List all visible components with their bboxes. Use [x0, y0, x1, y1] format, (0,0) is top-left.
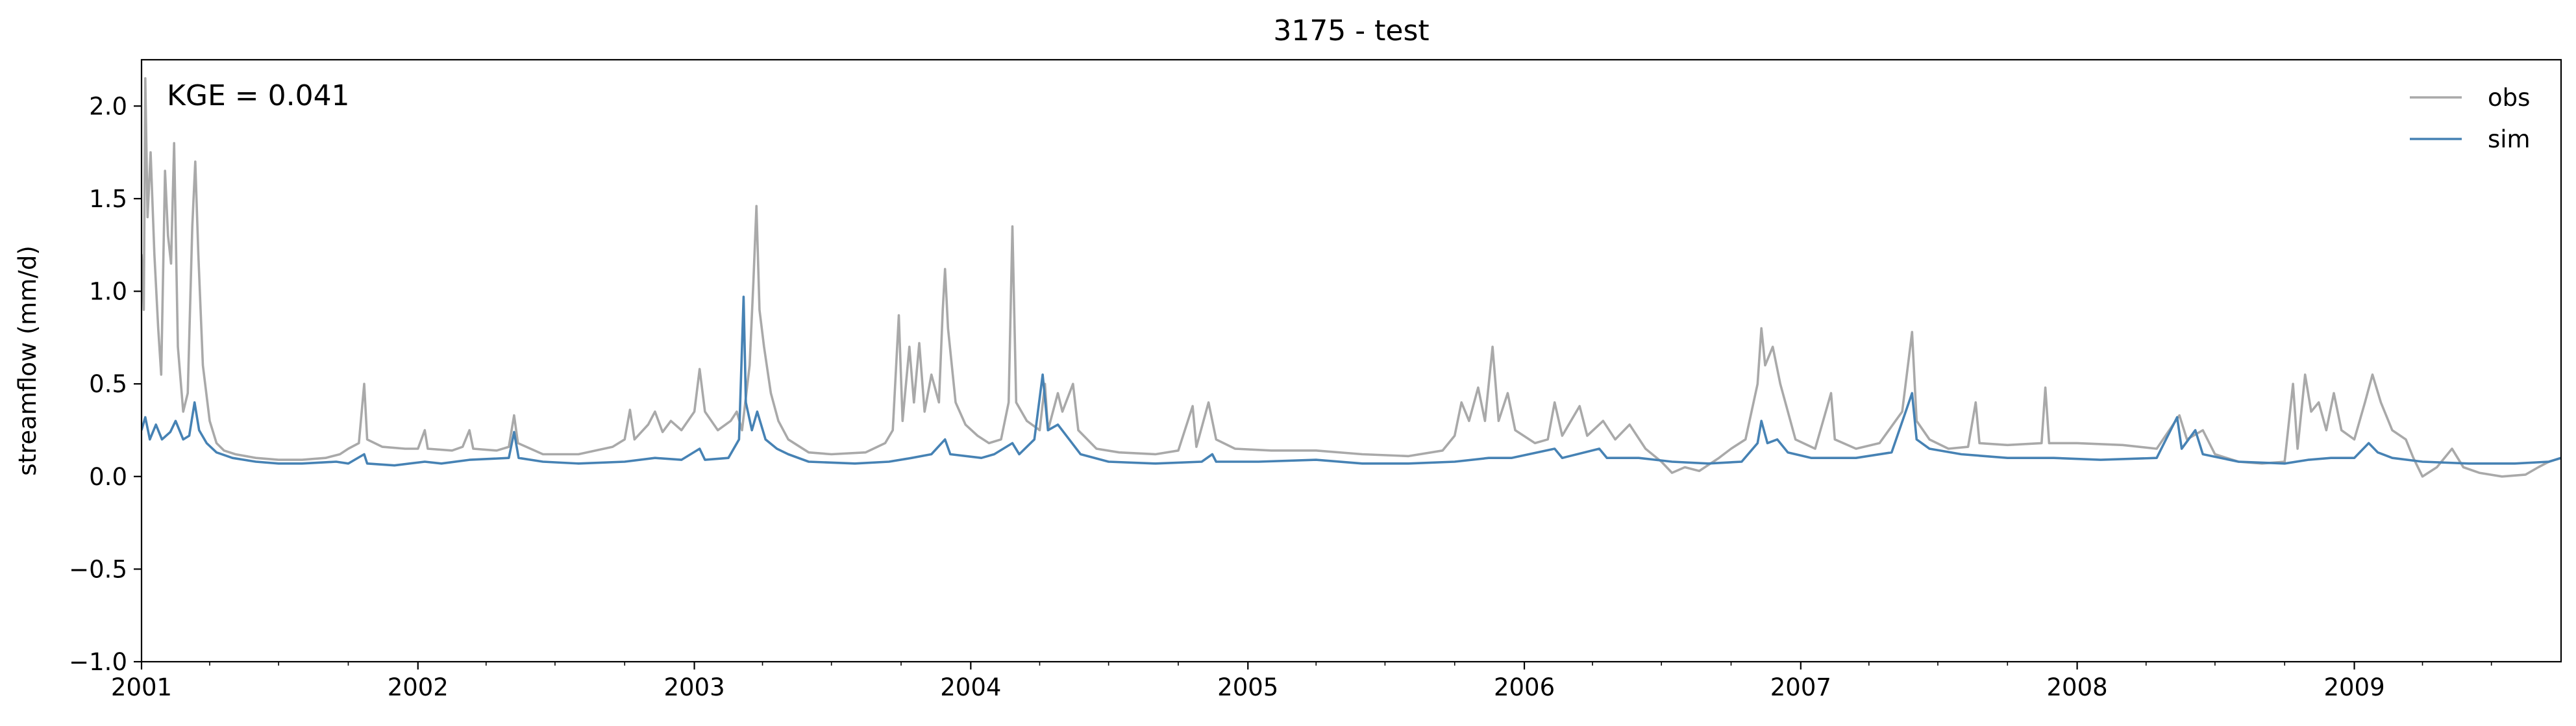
- y-tick-label: 1.5: [89, 185, 127, 213]
- series-line-sim: [142, 295, 2561, 467]
- y-tick-label: 1.0: [89, 278, 127, 306]
- legend-label-obs: obs: [2488, 84, 2530, 112]
- x-tick-label: 2006: [1494, 673, 1555, 701]
- x-tick-label: 2004: [940, 673, 1001, 701]
- plot-area: [142, 77, 2561, 478]
- x-tick-label: 2007: [1770, 673, 1831, 701]
- x-tick-label: 2008: [2047, 673, 2108, 701]
- axes: −1.0 −0.5 0.0 0.5 1.0 1.5 2.0 2001 2002 2003 2004 2…: [69, 58, 2562, 701]
- y-tick-label: −0.5: [69, 555, 127, 583]
- y-axis-label: streamflow (mm/d): [14, 245, 42, 476]
- x-tick-label: 2005: [1217, 673, 1278, 701]
- legend: obs sim: [2410, 84, 2531, 153]
- x-tick-label: 2009: [2323, 673, 2384, 701]
- y-tick-label: 0.0: [89, 463, 127, 491]
- kge-annotation: KGE = 0.041: [167, 79, 350, 112]
- chart-title: 3175 - test: [1273, 14, 1429, 47]
- legend-label-sim: sim: [2488, 125, 2531, 153]
- x-tick-label: 2001: [111, 673, 172, 701]
- x-tick-label: 2003: [663, 673, 724, 701]
- x-tick-label: 2002: [388, 673, 449, 701]
- y-tick-label: −1.0: [69, 648, 127, 676]
- y-tick-label: 2.0: [89, 92, 127, 120]
- series-line-obs: [142, 77, 2561, 478]
- y-tick-label: 0.5: [89, 370, 127, 398]
- axes-frame: [140, 58, 2562, 663]
